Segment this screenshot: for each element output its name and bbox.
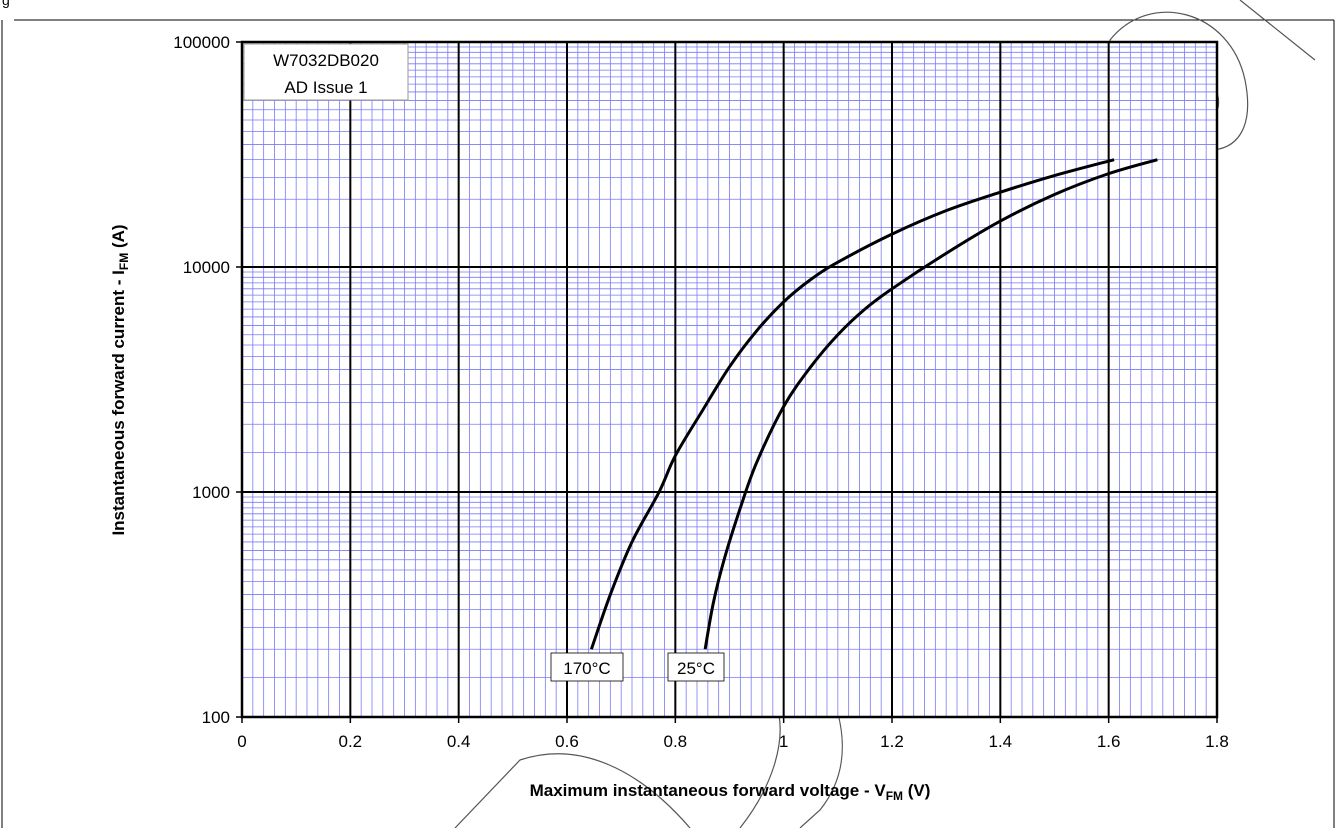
annotation-line-1: W7032DB020: [273, 51, 379, 70]
x-tick-label: 1.4: [989, 732, 1013, 751]
y-tick-label: 100: [202, 708, 230, 727]
x-tick-label: 1: [779, 732, 788, 751]
x-tick-label: 1.6: [1097, 732, 1121, 751]
plot-border: [240, 40, 1219, 719]
watermark-a-top-right: [1239, 0, 1316, 61]
watermark-d-bottom: [454, 753, 691, 828]
y-tick-label: 10000: [183, 258, 230, 277]
series-label-170: 170°C: [563, 659, 610, 678]
plot-grid: [240, 40, 1219, 719]
annotation-box: [243, 43, 409, 101]
series-label-box-170: [550, 652, 624, 682]
series-group: [589, 158, 1158, 650]
x-axis-label: Maximum instantaneous forward voltage - …: [530, 781, 931, 803]
y-axis-label: Instantaneous forward current - IFM (A): [109, 224, 131, 535]
x-tick-label: 1.2: [880, 732, 904, 751]
x-tick-label: 1.8: [1205, 732, 1229, 751]
series-label-25: 25°C: [677, 659, 715, 678]
x-tick-label: 0.6: [555, 732, 579, 751]
cropped-caption-fragment: g: [2, 0, 10, 8]
y-tick-label: 1000: [192, 483, 230, 502]
annotation-line-2: AD Issue 1: [284, 78, 367, 97]
series-label-box-25: [667, 652, 725, 682]
series-line-170c: [589, 158, 1115, 650]
x-tick-label: 0.2: [339, 732, 363, 751]
x-tick-label: 0.4: [447, 732, 471, 751]
x-tick-label: 0.8: [664, 732, 688, 751]
axis-ticks: 0 0.2 0.4 0.6 0.8 1 1.2 1.4 1.6 1.8 100 1000 10000 10…: [173, 33, 1229, 751]
series-line-25c: [703, 158, 1158, 650]
x-tick-label: 0: [237, 732, 246, 751]
y-tick-label: 100000: [173, 33, 230, 52]
